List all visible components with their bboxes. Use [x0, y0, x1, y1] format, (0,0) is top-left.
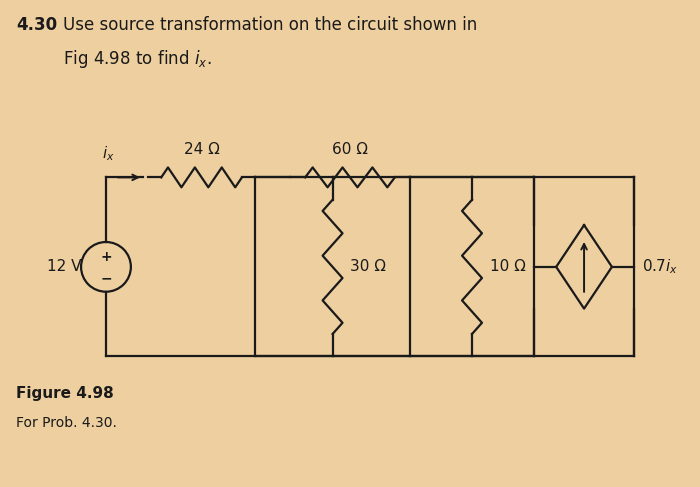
Text: Fig 4.98 to find $i_x$.: Fig 4.98 to find $i_x$.: [63, 48, 212, 70]
Text: 60 Ω: 60 Ω: [332, 143, 368, 157]
Text: +: +: [100, 250, 112, 264]
Text: 30 Ω: 30 Ω: [351, 260, 386, 274]
Text: 4.30: 4.30: [16, 16, 57, 34]
Text: 12 V: 12 V: [47, 260, 81, 274]
Text: For Prob. 4.30.: For Prob. 4.30.: [16, 416, 117, 430]
Text: −: −: [100, 272, 112, 286]
Text: 10 Ω: 10 Ω: [490, 260, 526, 274]
Text: Use source transformation on the circuit shown in: Use source transformation on the circuit…: [63, 16, 477, 34]
Text: $i_x$: $i_x$: [102, 145, 114, 164]
Text: Figure 4.98: Figure 4.98: [16, 386, 114, 401]
Text: $0.7i_x$: $0.7i_x$: [642, 258, 678, 276]
Text: 24 Ω: 24 Ω: [183, 143, 220, 157]
